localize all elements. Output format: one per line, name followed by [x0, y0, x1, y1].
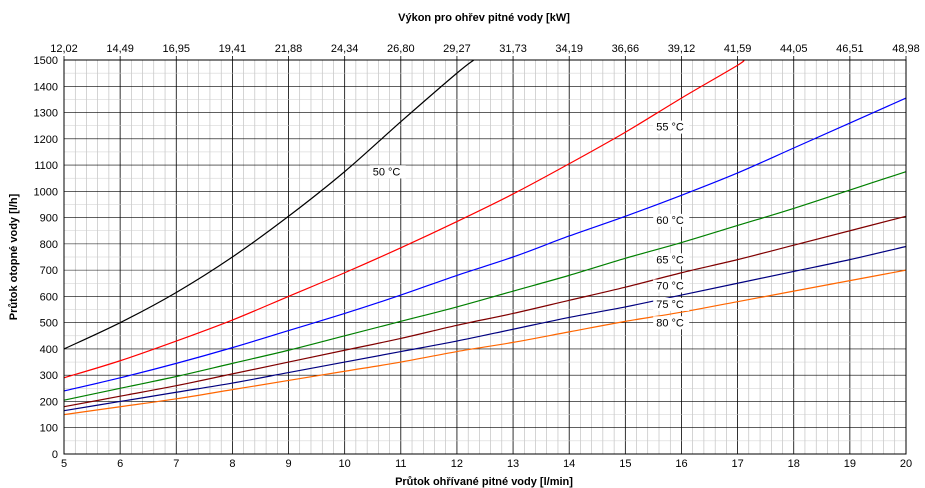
- x-tick-label: 14: [563, 458, 575, 470]
- y-tick-label: 300: [40, 370, 58, 382]
- curve-label-background: [653, 297, 690, 311]
- y-tick-label: 200: [40, 396, 58, 408]
- top-axis-tick-label: 14,49: [106, 43, 134, 55]
- curve-label-background: [653, 316, 690, 330]
- x-tick-label: 7: [173, 458, 179, 470]
- y-tick-label: 1500: [34, 55, 58, 67]
- y-tick-label: 400: [40, 344, 58, 356]
- top-axis-tick-label: 48,98: [892, 43, 920, 55]
- top-axis-tick-label: 31,73: [499, 43, 527, 55]
- x-tick-label: 12: [451, 458, 463, 470]
- curve-label-background: [369, 165, 406, 179]
- curve-label: 75 °C: [656, 299, 684, 311]
- top-axis-tick-label: 29,27: [443, 43, 471, 55]
- y-tick-label: 500: [40, 318, 58, 330]
- y-tick-label: 800: [40, 239, 58, 251]
- series-line-60c: [63, 97, 907, 392]
- x-tick-label: 13: [507, 458, 519, 470]
- top-axis-tick-label: 44,05: [780, 43, 808, 55]
- x-tick-label: 16: [675, 458, 687, 470]
- top-axis-tick-label: 26,80: [387, 43, 415, 55]
- series-line-50c: [63, 59, 475, 350]
- top-axis-tick-label: 19,41: [219, 43, 247, 55]
- plot-frame: [63, 59, 907, 455]
- top-axis-tick-label: 16,95: [163, 43, 191, 55]
- y-tick-label: 1300: [34, 108, 58, 120]
- series-line-70c: [63, 215, 907, 408]
- y-tick-label: 700: [40, 265, 58, 277]
- y-tick-label: 600: [40, 291, 58, 303]
- y-tick-label: 1100: [34, 160, 58, 172]
- x-tick-label: 20: [900, 458, 912, 470]
- curve-label-background: [653, 279, 690, 293]
- x-axis-title: Průtok ohřívané pitné vody [l/min]: [395, 476, 573, 488]
- series-line-80c: [63, 269, 907, 416]
- y-tick-label: 900: [40, 213, 58, 225]
- top-axis-tick-label: 24,34: [331, 43, 359, 55]
- y-tick-label: 1000: [34, 186, 58, 198]
- y-tick-label: 1400: [34, 81, 58, 93]
- x-tick-label: 17: [731, 458, 743, 470]
- curve-label-background: [653, 213, 690, 227]
- x-tick-label: 6: [117, 458, 123, 470]
- x-tick-label: 10: [339, 458, 351, 470]
- x-tick-label: 11: [395, 458, 406, 470]
- top-axis-tick-label: 46,51: [836, 43, 864, 55]
- top-axis-title: Výkon pro ohřev pitné vody [kW]: [398, 12, 570, 24]
- x-tick-label: 9: [285, 458, 291, 470]
- curve-label-background: [653, 253, 690, 267]
- curve-label: 65 °C: [656, 254, 684, 266]
- x-tick-label: 19: [844, 458, 856, 470]
- x-tick-label: 8: [229, 458, 235, 470]
- series-line-55c: [63, 59, 745, 379]
- x-tick-label: 5: [61, 458, 67, 470]
- top-axis-tick-label: 36,66: [612, 43, 640, 55]
- top-axis-tick-label: 12,02: [50, 43, 78, 55]
- curve-label-background: [653, 120, 690, 134]
- top-axis-tick-label: 21,88: [275, 43, 303, 55]
- top-axis-tick-label: 34,19: [555, 43, 583, 55]
- curve-label: 60 °C: [656, 215, 684, 227]
- curve-label: 80 °C: [656, 317, 684, 329]
- y-tick-label: 0: [52, 449, 58, 461]
- top-axis-tick-label: 39,12: [668, 43, 696, 55]
- x-tick-label: 18: [788, 458, 800, 470]
- y-axis-title: Průtok otopné vody [l/h]: [8, 193, 20, 320]
- y-tick-label: 1200: [34, 134, 58, 146]
- series-line-65c: [63, 171, 907, 401]
- curves: [63, 59, 907, 416]
- curve-labels: 50 °C 55 °C 60 °C 65 °C 70 °C 75 °C 80 °C: [369, 120, 690, 330]
- tick-labels: 5 6 7 8 9 10 11 12 13 14 15 16 17 18 19 20 12,02 14,49 16,…: [34, 43, 920, 470]
- y-tick-label: 100: [40, 423, 58, 435]
- curve-label: 50 °C: [373, 166, 401, 178]
- curve-label: 55 °C: [656, 122, 684, 134]
- curve-label: 70 °C: [656, 281, 684, 293]
- series-line-75c: [63, 245, 907, 412]
- top-axis-tick-label: 41,59: [724, 43, 752, 55]
- x-tick-label: 15: [619, 458, 631, 470]
